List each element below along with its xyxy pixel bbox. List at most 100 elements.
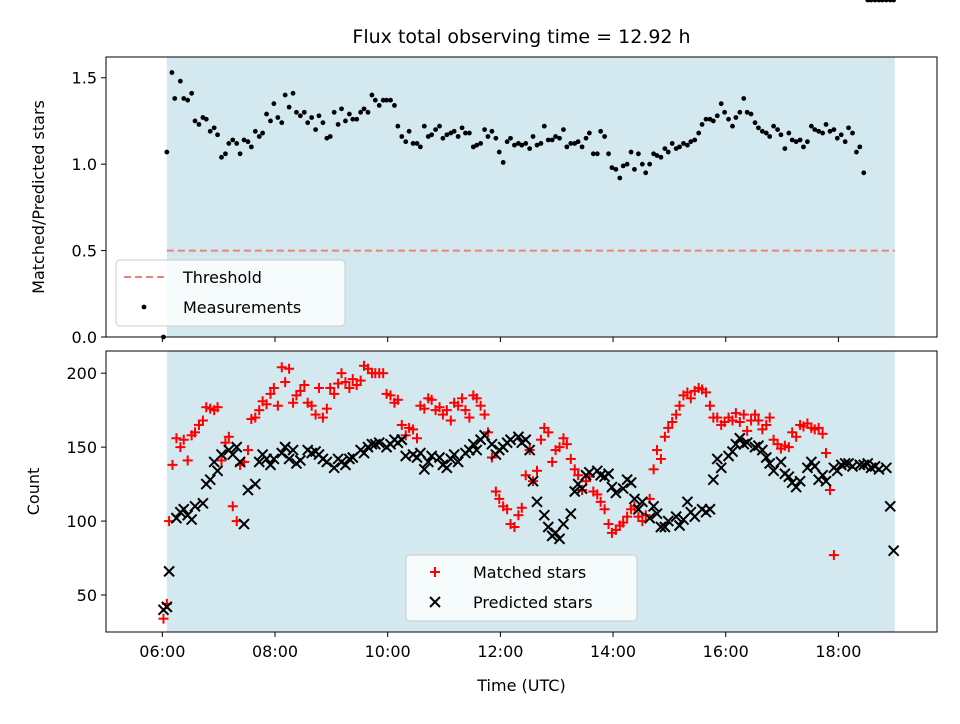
measurement-point xyxy=(388,97,393,103)
measurement-point xyxy=(459,125,465,131)
predicted-star-point xyxy=(775,456,787,468)
measurement-point xyxy=(808,123,814,129)
measurement-point xyxy=(372,97,378,103)
bottom-y-tick-label: 200 xyxy=(66,364,97,383)
predicted-star-point xyxy=(617,482,629,495)
predicted-star-point xyxy=(726,445,739,458)
predicted-star-point xyxy=(557,518,570,530)
predicted-star-point xyxy=(670,510,682,523)
measurement-point xyxy=(264,111,269,117)
measurement-point xyxy=(561,127,566,132)
matched-star-point xyxy=(441,405,452,416)
matched-star-point xyxy=(730,408,741,419)
predicted-star-point xyxy=(268,453,280,465)
measurement-point xyxy=(891,0,897,3)
predicted-star-point xyxy=(809,460,821,473)
matched-star-point xyxy=(569,464,580,475)
matched-star-point xyxy=(242,445,253,456)
measurement-point xyxy=(850,130,855,136)
x-tick-label: 16:00 xyxy=(703,642,749,661)
legend-matched-swatch xyxy=(430,567,440,577)
measurement-point xyxy=(710,118,716,124)
measurement-point xyxy=(489,128,495,134)
measurement-point xyxy=(812,127,818,132)
matched-star-point xyxy=(648,464,659,475)
measurement-point xyxy=(564,144,570,150)
measurement-point xyxy=(545,137,551,143)
measurement-point xyxy=(586,130,592,136)
predicted-star-point xyxy=(576,482,588,495)
predicted-star-point xyxy=(204,473,216,486)
predicted-star-point xyxy=(549,527,562,539)
matched-star-point xyxy=(182,455,193,466)
predicted-star-point xyxy=(553,533,566,545)
matched-star-point xyxy=(764,412,775,423)
measurement-point xyxy=(639,161,645,167)
matched-star-point xyxy=(667,416,678,427)
measurement-point xyxy=(744,109,750,115)
predicted-star-point xyxy=(602,468,615,480)
measurement-point xyxy=(301,109,307,115)
measurement-point xyxy=(838,132,844,138)
predicted-star-point xyxy=(234,456,246,468)
measurement-point xyxy=(726,116,731,122)
predicted-star-point xyxy=(763,457,776,470)
legend-predicted-label: Predicted stars xyxy=(473,593,593,612)
matched-star-point xyxy=(750,409,761,420)
legend-measurements-label: Measurements xyxy=(183,298,301,317)
bottom-y-axis: 50 100 150 200 xyxy=(66,364,106,605)
bottom-x-axis: 06:00 08:00 10:00 12:00 14:00 16:00 18:00 xyxy=(139,632,861,661)
matched-star-point xyxy=(479,409,490,420)
predicted-star-point xyxy=(396,434,408,446)
measurement-point xyxy=(628,149,634,155)
top-y-tick-label: 1.5 xyxy=(72,69,97,88)
measurement-point xyxy=(842,139,848,145)
predicted-star-point xyxy=(452,456,464,468)
measurement-point xyxy=(331,109,337,115)
measurement-point xyxy=(474,142,480,148)
matched-star-point xyxy=(167,459,178,470)
measurement-point xyxy=(500,160,506,165)
matched-star-point xyxy=(475,400,486,411)
measurement-point xyxy=(696,130,702,136)
measurement-point xyxy=(297,113,303,119)
matched-star-point xyxy=(824,485,835,496)
matched-star-point xyxy=(295,385,306,396)
top-y-tick-label: 0.0 xyxy=(72,328,97,347)
matched-star-point xyxy=(520,470,531,481)
matched-star-point xyxy=(682,387,693,398)
matched-star-point xyxy=(178,434,189,445)
predicted-star-point xyxy=(197,497,209,510)
measurement-point xyxy=(778,132,784,138)
measurement-point xyxy=(478,141,484,146)
matched-star-point xyxy=(701,387,712,398)
matched-star-point xyxy=(457,393,468,404)
matched-star-point xyxy=(344,382,355,393)
matched-star-point xyxy=(651,445,662,456)
matched-star-point xyxy=(336,368,347,379)
predicted-star-point xyxy=(189,500,201,512)
measurement-point xyxy=(643,170,649,176)
predicted-star-point xyxy=(820,475,832,487)
predicted-star-point xyxy=(287,444,299,456)
predicted-star-point xyxy=(783,471,795,483)
matched-star-point xyxy=(531,465,542,476)
measurement-point xyxy=(226,141,232,146)
measurement-point xyxy=(211,125,217,131)
matched-star-point xyxy=(261,399,272,410)
measurement-point xyxy=(164,149,170,155)
predicted-star-point xyxy=(628,493,641,505)
matched-star-point xyxy=(471,393,482,404)
matched-star-point xyxy=(783,442,794,453)
matched-star-point xyxy=(313,382,324,393)
measurement-point xyxy=(658,154,664,160)
predicted-star-point xyxy=(170,512,183,524)
measurement-point xyxy=(594,151,600,157)
matched-star-point xyxy=(513,510,524,521)
matched-star-point xyxy=(603,519,614,530)
measurement-point xyxy=(771,123,777,129)
matched-star-point xyxy=(396,419,407,430)
measurement-point xyxy=(590,151,596,157)
predicted-star-point xyxy=(512,431,525,443)
matched-star-point xyxy=(817,428,828,439)
